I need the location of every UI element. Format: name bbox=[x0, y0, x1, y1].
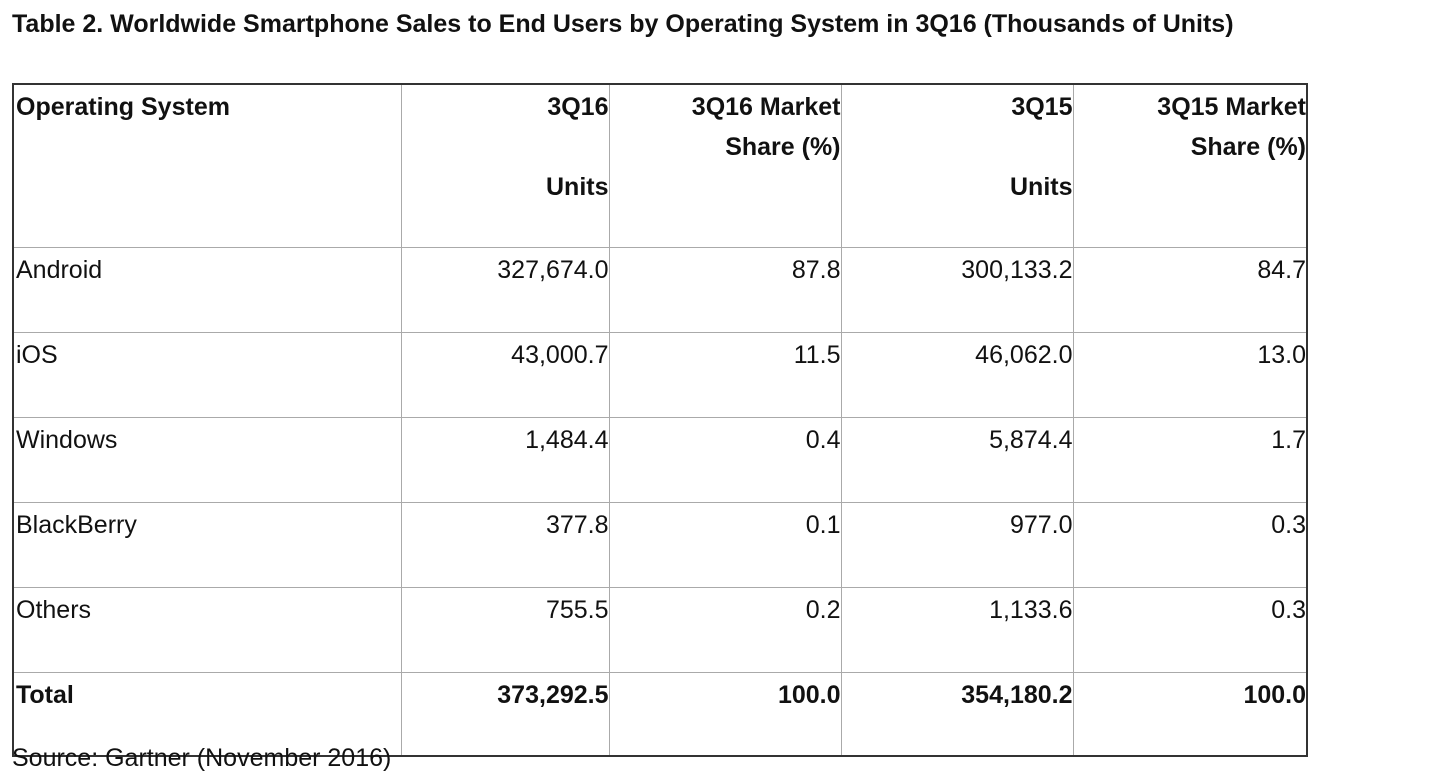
sales-table-container: Operating System 3Q16 Units 3Q16 Market … bbox=[12, 83, 1308, 757]
cell-os: Windows bbox=[12, 417, 402, 503]
cell-3q16-share: 87.8 bbox=[608, 247, 842, 333]
cell-3q16-units: 43,000.7 bbox=[400, 332, 610, 418]
cell-3q16-units: 327,674.0 bbox=[400, 247, 610, 333]
cell-3q15-share: 0.3 bbox=[1072, 587, 1308, 673]
cell-3q16-units: 755.5 bbox=[400, 587, 610, 673]
cell-3q15-share: 100.0 bbox=[1072, 672, 1308, 757]
cell-3q15-share: 0.3 bbox=[1072, 502, 1308, 588]
cell-3q16-share: 11.5 bbox=[608, 332, 842, 418]
source-note: Source: Gartner (November 2016) bbox=[12, 744, 392, 772]
cell-3q16-share: 0.1 bbox=[608, 502, 842, 588]
table-row-total: Total 373,292.5 100.0 354,180.2 100.0 bbox=[12, 672, 1308, 757]
cell-3q15-units: 300,133.2 bbox=[840, 247, 1074, 333]
header-operating-system: Operating System bbox=[12, 83, 402, 248]
cell-3q16-units: 377.8 bbox=[400, 502, 610, 588]
cell-3q15-units: 46,062.0 bbox=[840, 332, 1074, 418]
cell-os: iOS bbox=[12, 332, 402, 418]
header-3q15-share: 3Q15 Market Share (%) bbox=[1072, 83, 1308, 248]
table-row-ios: iOS 43,000.7 11.5 46,062.0 13.0 bbox=[12, 332, 1308, 418]
cell-os: Android bbox=[12, 247, 402, 333]
cell-os: Others bbox=[12, 587, 402, 673]
cell-3q16-units: 1,484.4 bbox=[400, 417, 610, 503]
cell-3q15-units: 5,874.4 bbox=[840, 417, 1074, 503]
cell-3q16-units: 373,292.5 bbox=[400, 672, 610, 757]
cell-3q16-share: 0.4 bbox=[608, 417, 842, 503]
table-title: Table 2. Worldwide Smartphone Sales to E… bbox=[12, 10, 1234, 38]
cell-3q15-share: 13.0 bbox=[1072, 332, 1308, 418]
cell-3q15-share: 1.7 bbox=[1072, 417, 1308, 503]
cell-os: BlackBerry bbox=[12, 502, 402, 588]
cell-3q16-share: 100.0 bbox=[608, 672, 842, 757]
cell-3q15-units: 1,133.6 bbox=[840, 587, 1074, 673]
cell-3q16-share: 0.2 bbox=[608, 587, 842, 673]
table-row-blackberry: BlackBerry 377.8 0.1 977.0 0.3 bbox=[12, 502, 1308, 588]
header-3q16-units: 3Q16 Units bbox=[400, 83, 610, 248]
cell-3q15-units: 977.0 bbox=[840, 502, 1074, 588]
header-row: Operating System 3Q16 Units 3Q16 Market … bbox=[12, 83, 1308, 248]
header-3q15-units: 3Q15 Units bbox=[840, 83, 1074, 248]
sales-table: Operating System 3Q16 Units 3Q16 Market … bbox=[12, 83, 1308, 757]
cell-3q15-units: 354,180.2 bbox=[840, 672, 1074, 757]
table-row-others: Others 755.5 0.2 1,133.6 0.3 bbox=[12, 587, 1308, 673]
cell-os: Total bbox=[12, 672, 402, 757]
table-row-android: Android 327,674.0 87.8 300,133.2 84.7 bbox=[12, 247, 1308, 333]
table-row-windows: Windows 1,484.4 0.4 5,874.4 1.7 bbox=[12, 417, 1308, 503]
cell-3q15-share: 84.7 bbox=[1072, 247, 1308, 333]
header-3q16-share: 3Q16 Market Share (%) bbox=[608, 83, 842, 248]
